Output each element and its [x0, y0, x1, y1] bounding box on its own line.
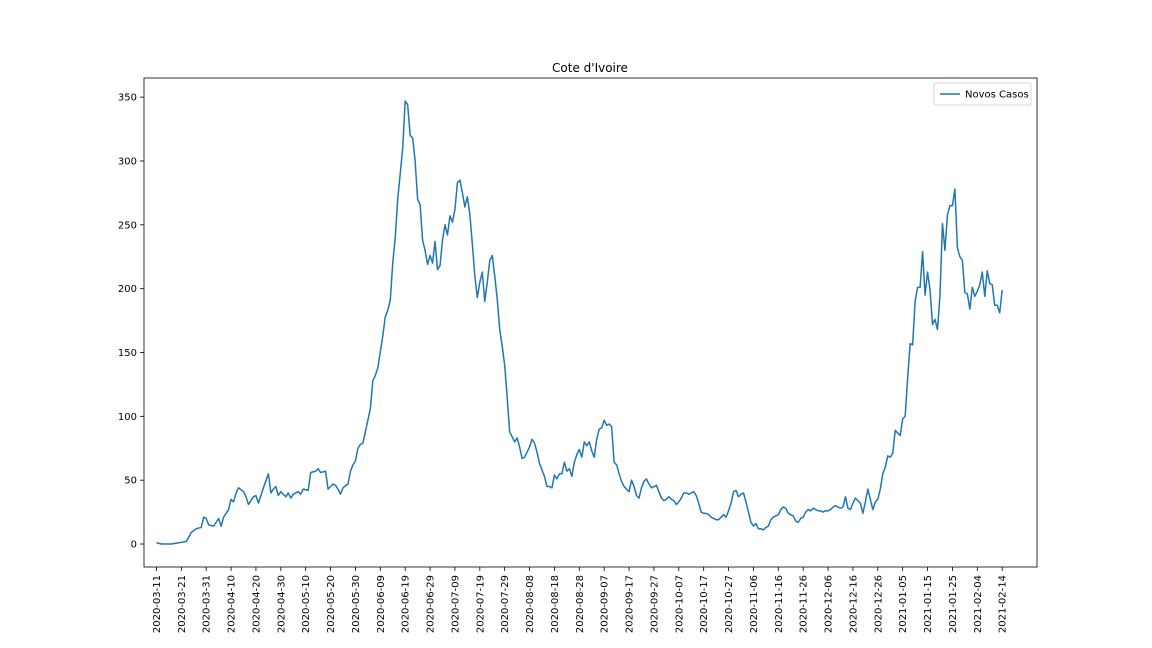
x-tick-label: 2020-12-26 [873, 575, 884, 633]
x-tick-label: 2021-01-05 [898, 575, 909, 633]
y-tick-label: 350 [118, 93, 137, 104]
x-tick-label: 2020-11-26 [799, 575, 810, 633]
x-tick-label: 2020-05-20 [326, 575, 337, 633]
x-tick-label: 2020-09-27 [649, 575, 660, 633]
x-tick-label: 2020-08-28 [575, 575, 586, 633]
x-tick-label: 2020-06-09 [376, 575, 387, 633]
series-line-novos-casos [156, 100, 1003, 545]
y-tick-label: 50 [124, 476, 137, 487]
legend-box [933, 82, 1032, 106]
x-tick-label: 2020-06-19 [401, 575, 412, 633]
y-tick-label: 250 [118, 220, 137, 231]
x-tick-label: 2020-03-21 [177, 575, 188, 633]
x-tick-label: 2020-08-08 [525, 575, 536, 633]
legend-label: Novos Casos [965, 90, 1029, 101]
y-axis: 0 50 100 150 200 250 300 350 [118, 93, 144, 551]
chart-title: Cote d'Ivoire [552, 61, 628, 75]
x-tick-label: 2020-10-17 [699, 575, 710, 633]
y-tick-label: 100 [118, 412, 137, 423]
x-tick-label: 2020-12-06 [824, 575, 835, 633]
x-tick-label: 2020-06-29 [426, 575, 437, 633]
x-tick-label: 2020-04-30 [276, 575, 287, 633]
x-tick-label: 2020-09-17 [625, 575, 636, 633]
series-layer [156, 100, 1003, 545]
x-tick-label: 2020-03-11 [152, 575, 163, 633]
x-tick-label: 2021-01-15 [923, 575, 934, 633]
x-tick-label: 2020-05-30 [351, 575, 362, 633]
plot-frame [143, 77, 1038, 568]
x-axis: 2020-03-11 2020-03-21 2020-03-31 2020-04-10… [152, 567, 1009, 633]
x-tick-label: 2020-04-20 [251, 575, 262, 633]
x-tick-label: 2020-11-06 [749, 575, 760, 633]
x-tick-label: 2020-08-18 [550, 575, 561, 633]
legend: Novos Casos [933, 82, 1032, 106]
y-tick-label: 200 [118, 284, 137, 295]
x-tick-label: 2020-07-19 [475, 575, 486, 633]
y-tick-label: 300 [118, 156, 137, 167]
x-tick-label: 2021-02-14 [998, 575, 1009, 633]
x-tick-label: 2020-07-09 [450, 575, 461, 633]
x-tick-label: 2020-11-16 [774, 575, 785, 633]
x-tick-label: 2021-02-04 [973, 575, 984, 633]
x-tick-label: 2020-10-27 [724, 575, 735, 633]
y-tick-label: 0 [131, 540, 137, 551]
x-tick-label: 2020-12-16 [848, 575, 859, 633]
x-tick-label: 2020-10-07 [674, 575, 685, 633]
y-tick-label: 150 [118, 348, 137, 359]
x-tick-label: 2020-07-29 [500, 575, 511, 633]
x-tick-label: 2020-09-07 [600, 575, 611, 633]
x-tick-label: 2020-03-31 [202, 575, 213, 633]
x-tick-label: 2020-04-10 [227, 575, 238, 633]
x-tick-label: 2020-05-10 [301, 575, 312, 633]
x-tick-label: 2021-01-25 [948, 575, 959, 633]
